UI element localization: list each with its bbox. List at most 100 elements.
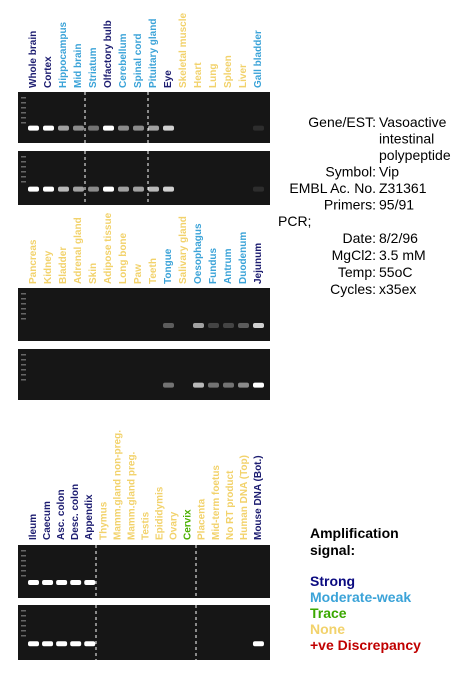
lane-label: Striatum: [88, 47, 99, 88]
lane-label: Ovary: [169, 511, 180, 540]
lane-label: Thymus: [98, 501, 109, 540]
lane-label: Spinal cord: [133, 34, 144, 88]
band: [223, 382, 234, 388]
lane-label: Cortex: [43, 56, 54, 88]
lane-label: Testis: [140, 511, 151, 540]
ladder: [21, 298, 26, 300]
lane-label: Cerebellum: [118, 33, 129, 88]
lane-label: Kidney: [43, 250, 54, 284]
lane-label: Hippocampus: [58, 21, 69, 88]
gel: [18, 288, 270, 341]
info-value: 95/91: [379, 197, 414, 213]
ladder: [21, 112, 26, 114]
band: [56, 641, 68, 647]
ladder: [21, 555, 26, 557]
info-pcr: PCR;: [278, 213, 311, 229]
band: [70, 579, 82, 585]
lane-label: Liver: [238, 64, 249, 88]
band: [163, 125, 174, 131]
band: [28, 125, 39, 131]
lane-label: Long bone: [118, 232, 129, 284]
legend-title: signal:: [310, 542, 355, 558]
ladder: [21, 354, 26, 356]
ladder: [21, 181, 26, 183]
band: [73, 186, 84, 192]
band: [223, 322, 234, 328]
ladder: [21, 630, 26, 632]
band: [163, 186, 174, 192]
lane-label: Spleen: [223, 55, 234, 88]
ladder: [21, 369, 26, 371]
ladder: [21, 565, 26, 567]
ladder: [21, 318, 26, 320]
lane-label: Caecum: [42, 501, 53, 540]
lane-label: Skeletal muscle: [178, 13, 189, 88]
info-label: Cycles:: [330, 281, 376, 297]
lane-label: Whole brain: [28, 31, 39, 88]
ladder: [21, 620, 26, 622]
ladder: [21, 176, 26, 178]
ladder: [21, 166, 26, 168]
band: [28, 641, 39, 647]
ladder: [21, 550, 26, 552]
lane-label: Human DNA (Top): [239, 455, 250, 540]
info-value: polypeptide: [379, 147, 451, 163]
lane-label: Placenta: [197, 498, 208, 540]
lane-label: Gall bladder: [253, 30, 264, 88]
ladder: [21, 625, 26, 627]
lane-label: Jejunum: [253, 243, 264, 284]
ladder: [21, 102, 26, 104]
ladder: [21, 560, 26, 562]
info-label: EMBL Ac. No.: [289, 180, 376, 196]
gel: [18, 92, 270, 143]
info-label: Gene/EST:: [308, 114, 376, 130]
band: [148, 125, 159, 131]
legend-item: +ve Discrepancy: [310, 637, 421, 653]
band: [253, 322, 264, 328]
band: [73, 125, 84, 131]
lane-label: Mouse DNA (Bot.): [253, 455, 264, 540]
lane-label: Lung: [208, 64, 219, 88]
info-value: Z31361: [379, 180, 427, 196]
ladder: [21, 610, 26, 612]
gel: [18, 545, 270, 598]
lane-label: Mamm.gland non-preg.: [112, 430, 123, 540]
lane-label: Ileum: [28, 514, 39, 540]
band: [43, 186, 54, 192]
band: [84, 579, 96, 585]
lane-label: Pancreas: [28, 239, 39, 284]
ladder: [21, 308, 26, 310]
info-label: MgCl2:: [332, 247, 376, 263]
lane-label: Mamm.gland preg.: [126, 451, 137, 540]
lane-label: Adipose tissue: [103, 212, 114, 284]
ladder: [21, 161, 26, 163]
band: [163, 322, 174, 328]
info-value: Vasoactive: [379, 114, 447, 130]
band: [43, 125, 54, 131]
band: [118, 125, 129, 131]
band: [56, 579, 68, 585]
ladder: [21, 374, 26, 376]
band: [252, 641, 264, 647]
ladder: [21, 107, 26, 109]
band: [103, 186, 114, 192]
band: [58, 186, 69, 192]
lane-label: Teeth: [148, 258, 159, 284]
band: [84, 641, 96, 647]
band: [193, 382, 204, 388]
lane-label: Olfactory bulb: [103, 20, 114, 88]
info-label: Symbol:: [325, 164, 376, 180]
lane-label: Duodenum: [238, 232, 249, 284]
ladder: [21, 117, 26, 119]
gel: [18, 151, 270, 205]
band: [28, 186, 39, 192]
ladder: [21, 122, 26, 124]
band: [42, 579, 54, 585]
ladder: [21, 635, 26, 637]
ladder: [21, 615, 26, 617]
band: [238, 322, 249, 328]
lane-label: Bladder: [58, 247, 69, 284]
lane-label: Heart: [193, 62, 204, 88]
ladder: [21, 359, 26, 361]
